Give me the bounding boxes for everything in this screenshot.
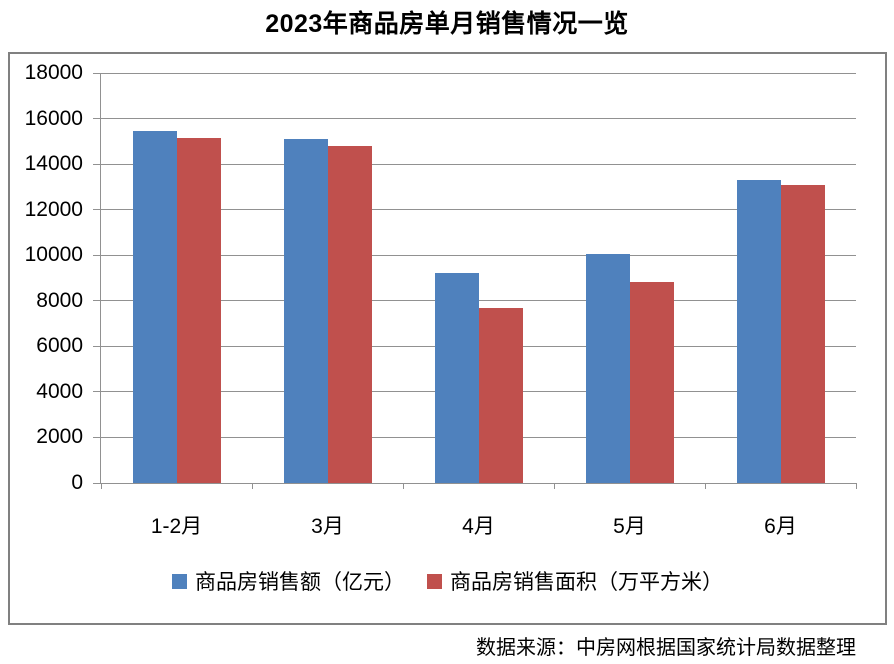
y-tick-14000 xyxy=(93,163,101,165)
y-tick-16000 xyxy=(93,118,101,120)
source-note: 数据来源：中房网根据国家统计局数据整理 xyxy=(476,637,856,659)
bar-group-3月 xyxy=(252,73,403,483)
gridline-18000 xyxy=(101,72,856,74)
bars-row xyxy=(101,73,856,483)
gridline-14000 xyxy=(101,163,856,165)
y-axis-label-14000: 14000 xyxy=(24,152,83,176)
legend-swatch-icon xyxy=(427,573,442,589)
bar-series1-5月 xyxy=(585,254,630,483)
y-axis-label-8000: 8000 xyxy=(36,288,83,312)
bar-series2-3月 xyxy=(327,146,372,483)
x-axis-label-6月: 6月 xyxy=(764,515,797,538)
x-tick-0 xyxy=(100,483,102,489)
bar-series2-6月 xyxy=(780,185,825,483)
gridline-16000 xyxy=(101,118,856,120)
y-tick-12000 xyxy=(93,209,101,211)
y-axis-line xyxy=(100,73,101,484)
x-tick-4 xyxy=(704,483,706,489)
y-axis-label-4000: 4000 xyxy=(36,379,83,403)
chart-title: 2023年商品房单月销售情况一览 xyxy=(265,10,629,38)
x-axis-label-5月: 5月 xyxy=(613,515,646,538)
legend-item-series1: 商品房销售额（亿元） xyxy=(172,566,405,596)
x-axis-label-1-2月: 1-2月 xyxy=(150,515,203,538)
y-tick-10000 xyxy=(93,254,101,256)
bar-group-4月 xyxy=(403,73,554,483)
y-axis-label-16000: 16000 xyxy=(24,106,83,130)
chart-frame: 1-2月 3月 4月 5月 6月 0 2000 4000 6000 8000 10000 12000… xyxy=(8,52,887,625)
bar-group-1-2月 xyxy=(101,73,252,483)
x-tick-1 xyxy=(251,483,253,489)
y-axis-label-18000: 18000 xyxy=(24,61,83,84)
y-tick-4000 xyxy=(93,391,101,393)
x-tick-2 xyxy=(402,483,404,489)
legend-label: 商品房销售面积（万平方米） xyxy=(450,571,723,594)
legend-item-series2: 商品房销售面积（万平方米） xyxy=(427,566,723,596)
legend: 商品房销售额（亿元） 商品房销售面积（万平方米） xyxy=(10,566,885,596)
bar-series2-1-2月 xyxy=(176,138,221,483)
y-tick-8000 xyxy=(93,300,101,302)
bar-series1-4月 xyxy=(434,273,479,483)
y-tick-18000 xyxy=(93,72,101,74)
gridline-8000 xyxy=(101,300,856,302)
x-axis-label-4月: 4月 xyxy=(462,515,495,538)
y-axis-label-6000: 6000 xyxy=(36,334,83,358)
bar-group-6月 xyxy=(705,73,856,483)
bar-series1-1-2月 xyxy=(132,131,177,483)
gridline-0 xyxy=(101,482,856,484)
x-axis-label-3月: 3月 xyxy=(311,515,344,538)
bar-group-5月 xyxy=(554,73,705,483)
x-tick-5 xyxy=(855,483,857,489)
x-axis-labels: 1-2月 3月 4月 5月 6月 xyxy=(101,510,856,540)
gridline-10000 xyxy=(101,254,856,256)
legend-swatch-icon xyxy=(172,573,187,589)
plot-area: 1-2月 3月 4月 5月 6月 0 2000 4000 6000 8000 10000 12000… xyxy=(25,62,857,538)
x-tick-3 xyxy=(553,483,555,489)
y-axis-label-12000: 12000 xyxy=(24,197,83,221)
y-tick-0 xyxy=(93,482,101,484)
y-tick-6000 xyxy=(93,345,101,347)
bar-series1-6月 xyxy=(736,180,781,483)
y-axis-label-2000: 2000 xyxy=(36,425,83,449)
bar-series1-3月 xyxy=(283,139,328,483)
gridline-12000 xyxy=(101,209,856,211)
legend-label: 商品房销售额（亿元） xyxy=(195,571,405,594)
y-tick-2000 xyxy=(93,436,101,438)
bar-series2-5月 xyxy=(629,282,674,483)
bar-series2-4月 xyxy=(478,308,523,483)
y-axis-label-10000: 10000 xyxy=(24,243,83,267)
y-axis-label-0: 0 xyxy=(71,471,83,494)
